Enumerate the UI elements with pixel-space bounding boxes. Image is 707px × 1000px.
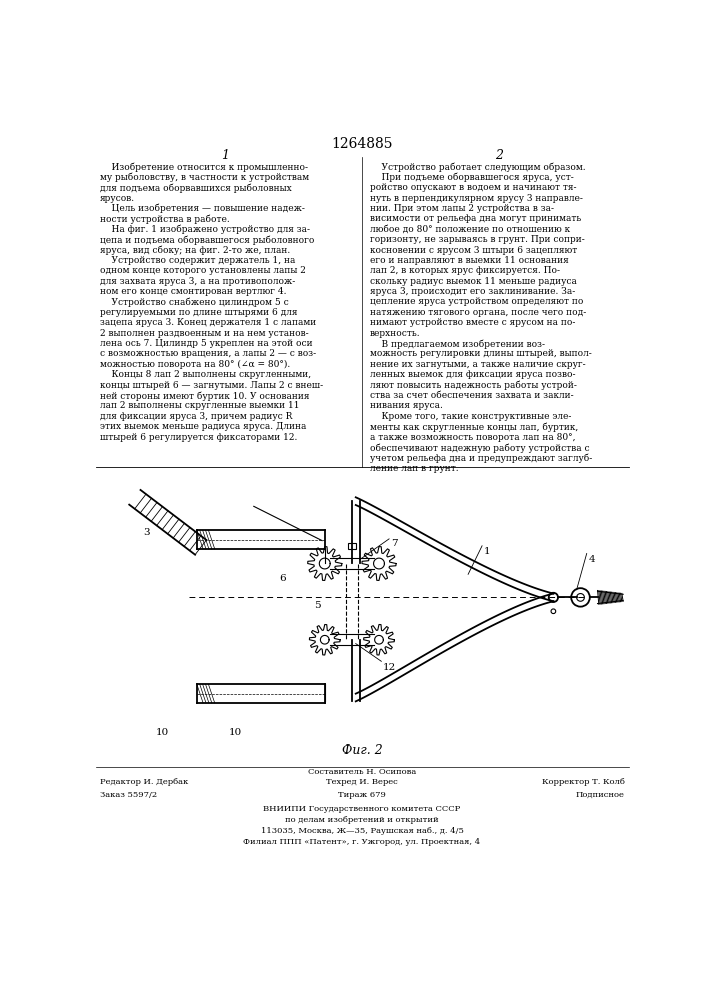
Text: Тираж 679: Тираж 679 <box>338 791 386 799</box>
Text: для захвата яруса 3, а на противополож-: для захвата яруса 3, а на противополож- <box>100 277 296 286</box>
Text: лап 2, в которых ярус фиксируется. По-: лап 2, в которых ярус фиксируется. По- <box>370 266 560 275</box>
Text: его и направляют в выемки 11 основания: его и направляют в выемки 11 основания <box>370 256 568 265</box>
Text: можность регулировки длины штырей, выпол-: можность регулировки длины штырей, выпол… <box>370 349 592 358</box>
Text: Устройство снабжено цилиндром 5 с: Устройство снабжено цилиндром 5 с <box>100 297 288 307</box>
Text: лена ось 7. Цилиндр 5 укреплен на этой оси: лена ось 7. Цилиндр 5 укреплен на этой о… <box>100 339 312 348</box>
Text: 3: 3 <box>144 528 150 537</box>
Text: Заказ 5597/2: Заказ 5597/2 <box>100 791 157 799</box>
Text: обеспечивают надежную работу устройства с: обеспечивают надежную работу устройства … <box>370 443 590 453</box>
Text: 10: 10 <box>229 728 243 737</box>
Text: нение их загнутыми, а также наличие скруг-: нение их загнутыми, а также наличие скру… <box>370 360 585 369</box>
Text: Устройство работает следующим образом.: Устройство работает следующим образом. <box>370 162 585 172</box>
Text: регулируемыми по длине штырями 6 для: регулируемыми по длине штырями 6 для <box>100 308 298 317</box>
Text: а также возможность поворота лап на 80°,: а также возможность поворота лап на 80°, <box>370 433 575 442</box>
Text: 12: 12 <box>383 663 396 672</box>
Text: ном его конце смонтирован вертлюг 4.: ном его конце смонтирован вертлюг 4. <box>100 287 286 296</box>
Text: менты как скругленные концы лап, буртик,: менты как скругленные концы лап, буртик, <box>370 422 578 432</box>
Text: Кроме того, такие конструктивные эле-: Кроме того, такие конструктивные эле- <box>370 412 571 421</box>
Text: натяжению тягового органа, после чего под-: натяжению тягового органа, после чего по… <box>370 308 586 317</box>
Text: верхность.: верхность. <box>370 329 421 338</box>
Text: зацепа яруса 3. Конец держателя 1 с лапами: зацепа яруса 3. Конец держателя 1 с лапа… <box>100 318 316 327</box>
Text: Цель изобретения — повышение надеж-: Цель изобретения — повышение надеж- <box>100 204 305 213</box>
Text: с возможностью вращения, а лапы 2 — с воз-: с возможностью вращения, а лапы 2 — с во… <box>100 349 316 358</box>
Text: 1: 1 <box>221 149 229 162</box>
Text: яруса, вид сбоку; на фиг. 2-то же, план.: яруса, вид сбоку; на фиг. 2-то же, план. <box>100 246 291 255</box>
Text: Подписное: Подписное <box>575 791 625 799</box>
Text: для фиксации яруса 3, причем радиус R: для фиксации яруса 3, причем радиус R <box>100 412 293 421</box>
Text: 1: 1 <box>484 547 490 556</box>
Text: 2 выполнен раздвоенным и на нем установ-: 2 выполнен раздвоенным и на нем установ- <box>100 329 309 338</box>
Text: этих выемок меньше радиуса яруса. Длина: этих выемок меньше радиуса яруса. Длина <box>100 422 306 431</box>
Text: Техред И. Верес: Техред И. Верес <box>326 778 398 786</box>
Bar <box>330 558 373 569</box>
Text: висимости от рельефа дна могут принимать: висимости от рельефа дна могут принимать <box>370 214 581 223</box>
Text: При подъеме оборвавшегося яруса, уст-: При подъеме оборвавшегося яруса, уст- <box>370 173 573 182</box>
Text: му рыболовству, в частности к устройствам: му рыболовству, в частности к устройства… <box>100 173 309 182</box>
Text: ленных выемок для фиксации яруса позво-: ленных выемок для фиксации яруса позво- <box>370 370 575 379</box>
Text: штырей 6 регулируется фиксаторами 12.: штырей 6 регулируется фиксаторами 12. <box>100 433 298 442</box>
Text: Изобретение относится к промышленно-: Изобретение относится к промышленно- <box>100 162 308 172</box>
Text: ВНИИПИ Государственного комитета СССР: ВНИИПИ Государственного комитета СССР <box>263 805 460 813</box>
Text: 1264885: 1264885 <box>331 137 392 151</box>
Text: ляют повысить надежность работы устрой-: ляют повысить надежность работы устрой- <box>370 381 577 390</box>
Text: цепление яруса устройством определяют по: цепление яруса устройством определяют по <box>370 297 583 306</box>
Text: яруса 3, происходит его заклинивание. За-: яруса 3, происходит его заклинивание. За… <box>370 287 575 296</box>
Text: Концы 8 лап 2 выполнены скругленными,: Концы 8 лап 2 выполнены скругленными, <box>100 370 311 379</box>
Text: Филиал ППП «Патент», г. Ужгород, ул. Проектная, 4: Филиал ППП «Патент», г. Ужгород, ул. Про… <box>243 838 481 846</box>
Text: В предлагаемом изобретении воз-: В предлагаемом изобретении воз- <box>370 339 544 349</box>
Text: одном конце которого установлены лапы 2: одном конце которого установлены лапы 2 <box>100 266 306 275</box>
Text: лап 2 выполнены скругленные выемки 11: лап 2 выполнены скругленные выемки 11 <box>100 401 300 410</box>
Text: Редактор И. Дербак: Редактор И. Дербак <box>100 778 188 786</box>
Text: нивания яруса.: нивания яруса. <box>370 401 443 410</box>
Text: Фиг. 2: Фиг. 2 <box>341 744 382 757</box>
Text: ройство опускают в водоем и начинают тя-: ройство опускают в водоем и начинают тя- <box>370 183 576 192</box>
Text: Корректор Т. Колб: Корректор Т. Колб <box>542 778 625 786</box>
Text: можностью поворота на 80° (∠α = 80°).: можностью поворота на 80° (∠α = 80°). <box>100 360 291 369</box>
Text: 6: 6 <box>279 574 286 583</box>
Text: Устройство содержит держатель 1, на: Устройство содержит держатель 1, на <box>100 256 296 265</box>
Text: На фиг. 1 изображено устройство для за-: На фиг. 1 изображено устройство для за- <box>100 225 310 234</box>
Text: концы штырей 6 — загнутыми. Лапы 2 с внеш-: концы штырей 6 — загнутыми. Лапы 2 с вне… <box>100 381 323 390</box>
Text: цепа и подъема оборвавшегося рыболовного: цепа и подъема оборвавшегося рыболовного <box>100 235 315 245</box>
Text: Составитель Н. Осипова: Составитель Н. Осипова <box>308 768 416 776</box>
Text: ства за счет обеспечения захвата и закли-: ства за счет обеспечения захвата и закли… <box>370 391 573 400</box>
Text: нии. При этом лапы 2 устройства в за-: нии. При этом лапы 2 устройства в за- <box>370 204 554 213</box>
Text: учетом рельефа дна и предупреждают заглуб-: учетом рельефа дна и предупреждают заглу… <box>370 453 592 463</box>
Text: косновении с ярусом 3 штыри 6 зацепляют: косновении с ярусом 3 штыри 6 зацепляют <box>370 246 577 255</box>
Text: 5: 5 <box>314 601 321 610</box>
Text: 7: 7 <box>391 539 397 548</box>
Text: по делам изобретений и открытий: по делам изобретений и открытий <box>285 816 439 824</box>
Text: ней стороны имеют буртик 10. У основания: ней стороны имеют буртик 10. У основания <box>100 391 310 401</box>
Text: для подъема оборвавшихся рыболовных: для подъема оборвавшихся рыболовных <box>100 183 292 193</box>
Bar <box>348 543 356 549</box>
Text: ление лап в грунт.: ление лап в грунт. <box>370 464 458 473</box>
Text: ности устройства в работе.: ности устройства в работе. <box>100 214 230 224</box>
Text: 10: 10 <box>156 728 169 737</box>
Text: 4: 4 <box>588 555 595 564</box>
Text: 113035, Москва, Ж—35, Раушская наб., д. 4/5: 113035, Москва, Ж—35, Раушская наб., д. … <box>260 827 463 835</box>
Text: скольку радиус выемок 11 меньше радиуса: скольку радиус выемок 11 меньше радиуса <box>370 277 577 286</box>
Text: нуть в перпендикулярном ярусу 3 направле-: нуть в перпендикулярном ярусу 3 направле… <box>370 194 583 203</box>
Text: горизонту, не зарываясь в грунт. При сопри-: горизонту, не зарываясь в грунт. При соп… <box>370 235 585 244</box>
Text: 2: 2 <box>495 149 503 162</box>
Text: ярусов.: ярусов. <box>100 194 135 203</box>
Text: нимают устройство вместе с ярусом на по-: нимают устройство вместе с ярусом на по- <box>370 318 575 327</box>
Text: любое до 80° положение по отношению к: любое до 80° положение по отношению к <box>370 225 570 234</box>
